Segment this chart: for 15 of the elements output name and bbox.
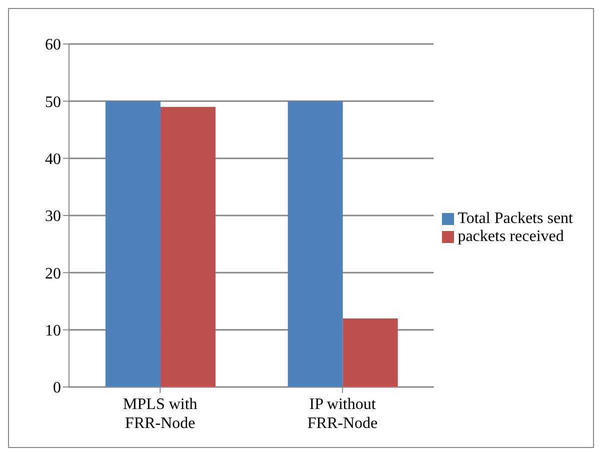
bar [288,101,343,387]
bar [160,106,216,387]
x-tick-label: IP without FRR-Node [307,396,378,432]
y-tick-label: 0 [53,380,61,397]
y-tick-label: 60 [45,36,61,54]
y-tick-label: 40 [45,151,61,168]
legend-label: Total Packets sent [458,210,573,227]
bar [342,318,398,387]
x-tick-label: MPLS with FRR-Node [123,396,198,432]
y-tick-label: 10 [45,322,61,340]
legend-label: packets received [458,228,564,245]
y-tick-label: 20 [45,265,61,282]
y-tick-label: 30 [45,208,61,226]
y-tick-label: 50 [45,94,61,111]
bar [105,101,160,387]
